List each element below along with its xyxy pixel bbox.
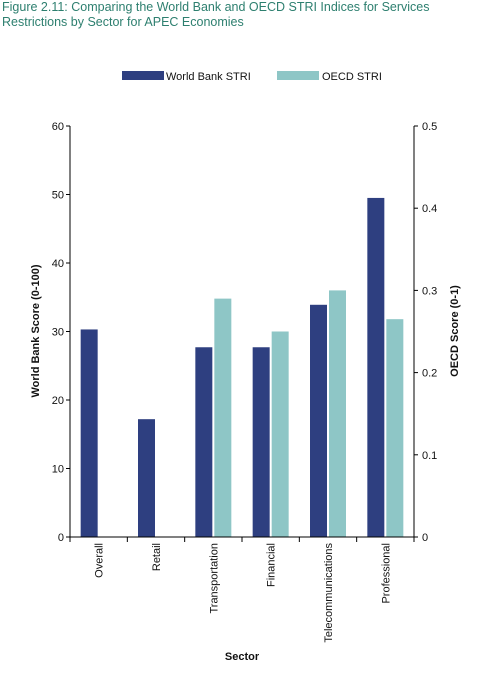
y2-tick-label: 0.3 (422, 285, 437, 297)
bar-oecd (386, 319, 404, 537)
y-tick-label: 50 (52, 190, 64, 202)
y-tick-label: 0 (58, 532, 64, 544)
y-axis-title: World Bank Score (0-100) (30, 264, 42, 397)
y2-tick-label: 0.4 (422, 203, 437, 215)
y2-axis-title: OECD Score (0-1) (449, 285, 461, 377)
y-tick-label: 10 (52, 464, 64, 476)
x-tick-label: Telecommunications (323, 543, 335, 643)
axes-group: 0 10 20 30 40 50 60 0 0.1 0.2 0.3 0.4 0.5 Overall Reta… (52, 121, 438, 643)
bar-oecd (214, 298, 232, 537)
bar-world-bank (252, 347, 270, 537)
bar-oecd (271, 331, 289, 537)
y2-tick-label: 0.2 (422, 368, 437, 380)
legend: World Bank STRI OECD STRI (122, 71, 382, 83)
bar-world-bank (367, 197, 385, 538)
legend-label-oecd: OECD STRI (322, 71, 382, 83)
figure-title: Figure 2.11: Comparing the World Bank an… (2, 0, 430, 29)
x-axis-title: Sector (225, 651, 260, 663)
x-tick-label: Overall (94, 543, 106, 578)
y-tick-label: 30 (52, 327, 64, 339)
legend-swatch-world-bank (122, 71, 164, 80)
bar-world-bank (80, 329, 98, 537)
y-tick-label: 20 (52, 395, 64, 407)
bar-world-bank (138, 419, 155, 537)
x-tick-label: Retail (151, 543, 163, 571)
x-tick-label: Professional (380, 543, 392, 604)
x-tick-label: Financial (266, 543, 278, 587)
bar-oecd (329, 290, 346, 537)
y2-tick-label: 0.5 (422, 121, 437, 133)
legend-label-world-bank: World Bank STRI (166, 71, 251, 83)
y-tick-label: 40 (52, 258, 64, 270)
y2-tick-label: 0 (422, 532, 428, 544)
y2-tick-label: 0.1 (422, 450, 437, 462)
bars-group (80, 197, 404, 538)
bar-world-bank (310, 304, 327, 537)
legend-swatch-oecd (277, 71, 319, 80)
x-tick-label: Transportation (208, 543, 220, 614)
bar-world-bank (195, 347, 213, 537)
y-tick-label: 60 (52, 121, 64, 133)
